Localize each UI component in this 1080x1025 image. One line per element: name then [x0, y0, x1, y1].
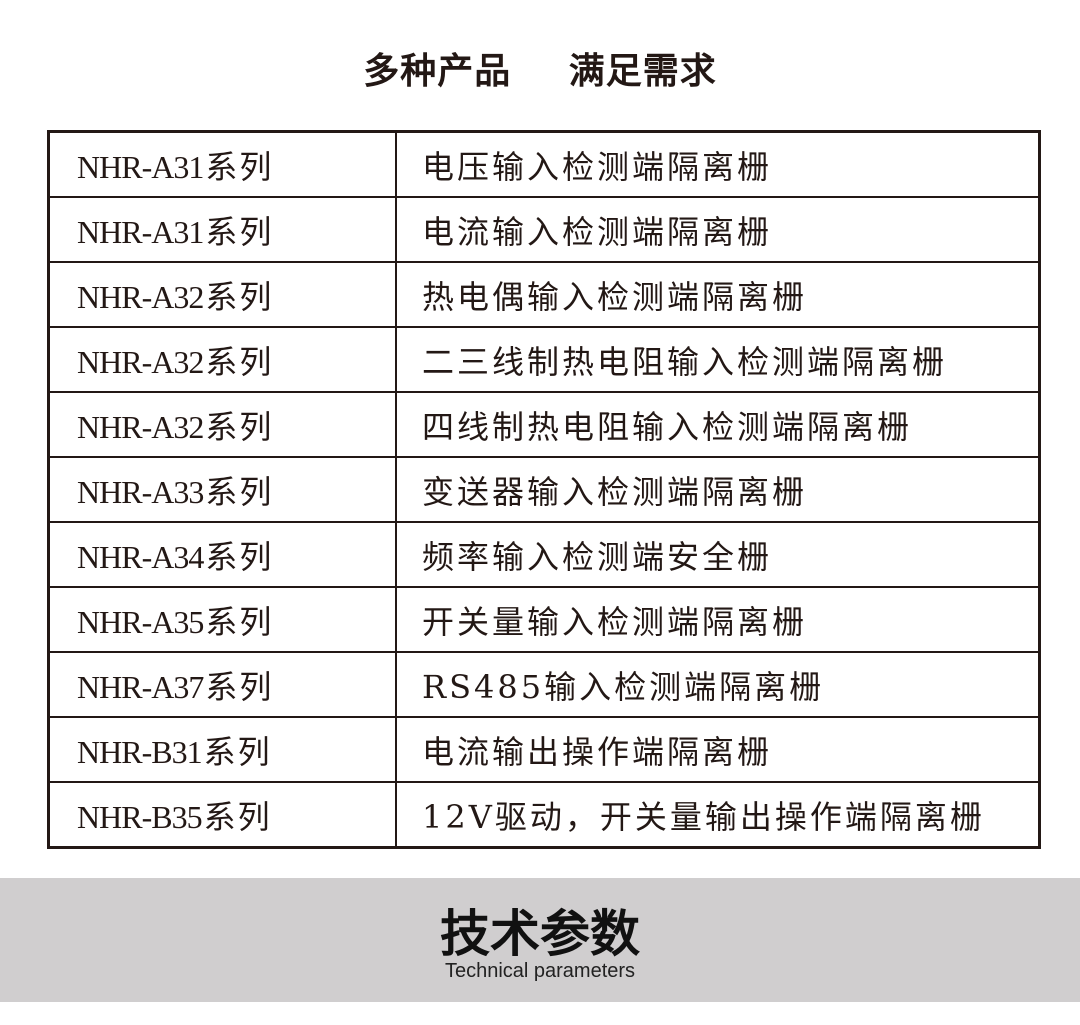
model-cell: NHR-B35系列	[47, 781, 397, 849]
model-cell: NHR-A32系列	[47, 261, 397, 328]
model-cell: NHR-A32系列	[47, 391, 397, 458]
page-title: 多种产品 满足需求	[0, 42, 1080, 94]
model-suffix: 系列	[205, 472, 274, 511]
description-cell: 12V驱动，开关量输出操作端隔离栅	[395, 781, 1041, 849]
model-suffix: 系列	[205, 342, 274, 381]
model-cell: NHR-A37系列	[47, 651, 397, 718]
description-cell: 电流输入检测端隔离栅	[395, 196, 1041, 263]
table-row: NHR-A32系列 四线制热电阻输入检测端隔离栅	[47, 391, 1041, 458]
table-row: NHR-A35系列 开关量输入检测端隔离栅	[47, 586, 1041, 653]
table-row: NHR-A31系列 电压输入检测端隔离栅	[47, 130, 1041, 198]
title-right: 满足需求	[568, 51, 717, 92]
model-cell: NHR-A31系列	[47, 130, 397, 198]
model-cell: NHR-A35系列	[47, 586, 397, 653]
model-suffix: 系列	[203, 732, 272, 771]
model-suffix: 系列	[205, 212, 274, 251]
model-code: NHR-A31	[77, 213, 204, 250]
section-banner: 技术参数 Technical parameters	[0, 878, 1080, 1002]
model-code: NHR-B35	[77, 798, 203, 835]
table-row: NHR-A34系列 频率输入检测端安全栅	[47, 521, 1041, 588]
title-left: 多种产品	[363, 51, 512, 92]
model-code: NHR-A33	[77, 473, 204, 510]
model-suffix: 系列	[205, 537, 274, 576]
model-suffix: 系列	[205, 407, 274, 446]
section-subtitle: Technical parameters	[444, 960, 636, 982]
model-code: NHR-A37	[77, 668, 204, 705]
model-code: NHR-A34	[77, 538, 204, 575]
description-cell: RS485输入检测端隔离栅	[395, 651, 1041, 718]
description-cell: 变送器输入检测端隔离栅	[395, 456, 1041, 523]
description-cell: 频率输入检测端安全栅	[395, 521, 1041, 588]
product-table: NHR-A31系列 电压输入检测端隔离栅 NHR-A31系列 电流输入检测端隔离栅 NH…	[47, 130, 1041, 849]
description-cell: 开关量输入检测端隔离栅	[395, 586, 1041, 653]
model-code: NHR-A32	[77, 278, 204, 315]
description-cell: 电压输入检测端隔离栅	[395, 130, 1041, 198]
model-suffix: 系列	[205, 277, 274, 316]
model-code: NHR-A32	[77, 343, 204, 380]
model-code: NHR-A31	[77, 148, 204, 185]
model-code: NHR-B31	[77, 733, 203, 770]
description-cell: 热电偶输入检测端隔离栅	[395, 261, 1041, 328]
model-suffix: 系列	[205, 602, 274, 641]
model-cell: NHR-A34系列	[47, 521, 397, 588]
model-code: NHR-A32	[77, 408, 204, 445]
description-cell: 四线制热电阻输入检测端隔离栅	[395, 391, 1041, 458]
model-suffix: 系列	[205, 147, 274, 186]
model-suffix: 系列	[205, 667, 274, 706]
model-cell: NHR-A33系列	[47, 456, 397, 523]
model-cell: NHR-B31系列	[47, 716, 397, 783]
description-cell: 二三线制热电阻输入检测端隔离栅	[395, 326, 1041, 393]
table-row: NHR-A33系列 变送器输入检测端隔离栅	[47, 456, 1041, 523]
description-cell: 电流输出操作端隔离栅	[395, 716, 1041, 783]
table-row: NHR-B35系列 12V驱动，开关量输出操作端隔离栅	[47, 781, 1041, 849]
section-title: 技术参数	[440, 905, 640, 963]
model-suffix: 系列	[203, 797, 272, 836]
table-row: NHR-A32系列 二三线制热电阻输入检测端隔离栅	[47, 326, 1041, 393]
model-cell: NHR-A32系列	[47, 326, 397, 393]
model-code: NHR-A35	[77, 603, 204, 640]
table-row: NHR-A31系列 电流输入检测端隔离栅	[47, 196, 1041, 263]
table-row: NHR-A32系列 热电偶输入检测端隔离栅	[47, 261, 1041, 328]
model-cell: NHR-A31系列	[47, 196, 397, 263]
table-row: NHR-A37系列 RS485输入检测端隔离栅	[47, 651, 1041, 718]
table-row: NHR-B31系列 电流输出操作端隔离栅	[47, 716, 1041, 783]
